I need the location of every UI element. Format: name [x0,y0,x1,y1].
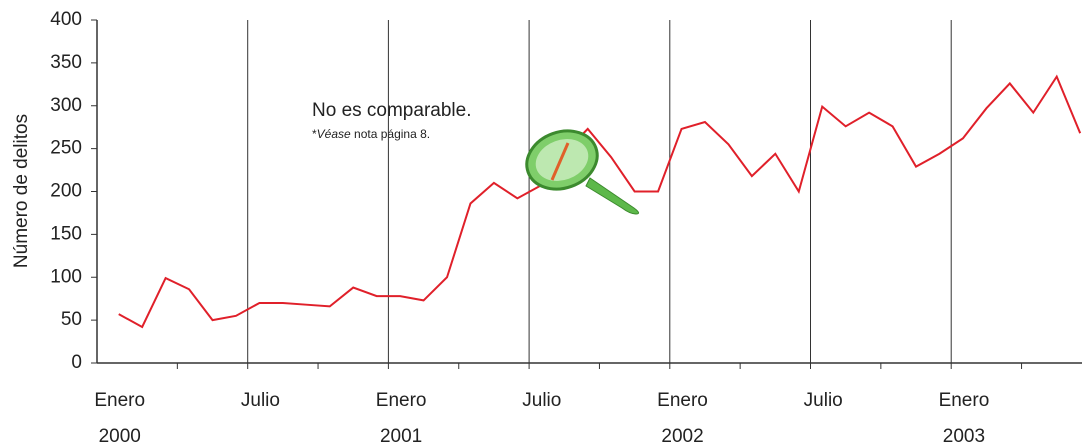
note-prefix: * [312,127,317,141]
x-tick-label: Julio [522,390,562,411]
note-rest: nota página 8. [351,127,430,141]
y-tick-label: 400 [50,9,82,30]
x-tick-label: Enero 2002 [657,390,708,444]
y-tick-label: 50 [61,309,82,330]
annotation-note: *Véase nota página 8. [312,127,430,141]
y-tick-label: 200 [50,181,82,202]
data-line [118,74,1082,329]
note-italic: Véase [317,127,351,141]
y-tick-label: 100 [50,266,82,287]
annotation-title: No es comparable. [312,100,471,121]
x-tick-label: Enero 2001 [375,390,427,444]
y-axis-label: Número de delitos [11,114,32,268]
x-tick-label: Julio [240,390,280,411]
y-tick-label: 300 [50,95,82,116]
x-tick-label: Julio [803,390,843,411]
y-tick-label: 250 [50,138,82,159]
magnifier-icon [525,129,640,215]
x-tick-label: Enero 2003 [938,390,990,444]
y-tick-label: 350 [50,52,82,73]
y-tick-label: 150 [50,223,82,244]
x-tick-label: Enero 2000 [94,390,146,444]
y-tick-label: 0 [71,352,82,373]
